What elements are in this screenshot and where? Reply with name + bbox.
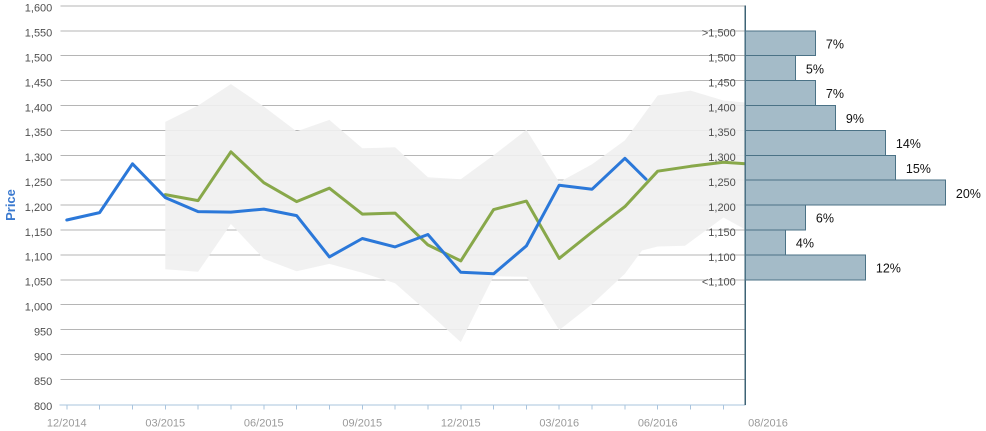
svg-text:1,150: 1,150 (708, 227, 736, 239)
svg-text:1,100: 1,100 (708, 252, 736, 264)
svg-text:1,350: 1,350 (708, 127, 736, 139)
svg-text:1,400: 1,400 (25, 102, 53, 114)
svg-text:Price: Price (3, 189, 18, 221)
svg-text:03/2016: 03/2016 (539, 417, 579, 429)
svg-text:1,600: 1,600 (25, 3, 53, 15)
svg-text:>1,500: >1,500 (702, 28, 736, 40)
svg-text:7%: 7% (826, 87, 844, 101)
svg-text:1,250: 1,250 (708, 177, 736, 189)
svg-text:1,250: 1,250 (25, 177, 53, 189)
svg-text:09/2015: 09/2015 (342, 417, 382, 429)
svg-text:1,550: 1,550 (25, 28, 53, 40)
svg-text:12/2015: 12/2015 (441, 417, 481, 429)
svg-text:9%: 9% (846, 112, 864, 126)
svg-text:4%: 4% (796, 237, 814, 251)
svg-text:1,200: 1,200 (25, 202, 53, 214)
svg-text:12%: 12% (876, 262, 901, 276)
svg-text:14%: 14% (896, 137, 921, 151)
svg-text:<1,100: <1,100 (702, 277, 736, 289)
svg-text:12/2014: 12/2014 (47, 417, 87, 429)
svg-text:850: 850 (34, 376, 52, 388)
svg-text:7%: 7% (826, 37, 844, 51)
svg-text:20%: 20% (956, 187, 981, 201)
svg-text:6%: 6% (816, 212, 834, 226)
svg-text:900: 900 (34, 351, 52, 363)
svg-text:03/2015: 03/2015 (145, 417, 185, 429)
svg-text:1,300: 1,300 (708, 152, 736, 164)
svg-text:1,300: 1,300 (25, 152, 53, 164)
svg-text:08/2016: 08/2016 (748, 417, 788, 429)
svg-text:1,450: 1,450 (25, 77, 53, 89)
svg-text:1,500: 1,500 (25, 53, 53, 65)
svg-text:950: 950 (34, 326, 52, 338)
svg-text:5%: 5% (806, 62, 824, 76)
svg-text:1,200: 1,200 (708, 202, 736, 214)
svg-text:1,000: 1,000 (25, 302, 53, 314)
svg-text:1,500: 1,500 (708, 53, 736, 65)
svg-text:1,450: 1,450 (708, 77, 736, 89)
svg-text:06/2015: 06/2015 (244, 417, 284, 429)
svg-text:06/2016: 06/2016 (638, 417, 678, 429)
svg-text:1,350: 1,350 (25, 127, 53, 139)
svg-text:1,400: 1,400 (708, 102, 736, 114)
svg-text:800: 800 (34, 401, 52, 413)
svg-text:15%: 15% (906, 162, 931, 176)
svg-text:1,100: 1,100 (25, 252, 53, 264)
svg-text:1,150: 1,150 (25, 227, 53, 239)
svg-text:1,050: 1,050 (25, 277, 53, 289)
